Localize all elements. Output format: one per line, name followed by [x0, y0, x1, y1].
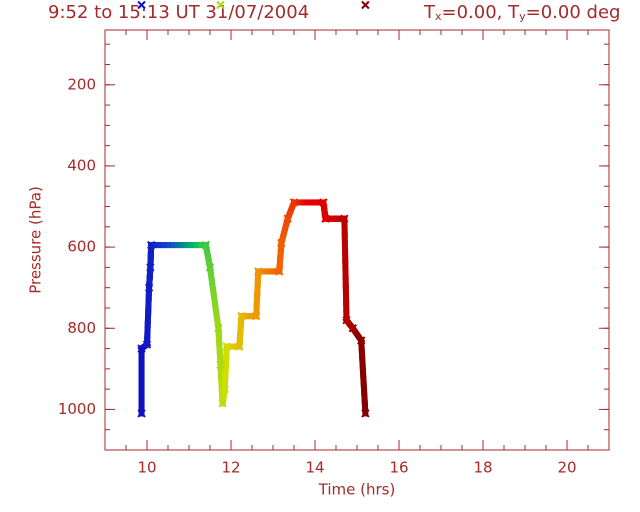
trajectory-point: [142, 340, 152, 349]
trajectory-point: [235, 342, 244, 351]
trajectory-point: [275, 267, 284, 276]
trajectory-point: [342, 315, 351, 325]
y-tick-label: 400: [67, 156, 96, 174]
trajectory-point: [289, 198, 299, 207]
subtitle-symbol: T: [423, 2, 436, 23]
subtitle-subscript: x: [435, 10, 442, 23]
trajectory-point: [146, 240, 156, 250]
y-tick-label: 1000: [58, 400, 96, 418]
y-tick-label: 200: [67, 75, 96, 93]
trajectory-point: [356, 336, 366, 345]
trajectory-point: [283, 214, 292, 223]
y-axis-label: Pressure (hPa): [27, 186, 45, 294]
trajectory-point: [319, 198, 328, 207]
x-tick-label: 20: [557, 459, 576, 477]
x-tick-label: 16: [389, 459, 408, 477]
time-marker: [216, 0, 225, 10]
subtitle-value: =0.00 deg: [526, 2, 621, 23]
trajectory-point: [146, 263, 155, 272]
trajectory-point: [340, 214, 349, 223]
trajectory-point: [251, 311, 261, 321]
trajectory-point: [321, 214, 330, 223]
trajectory-point: [137, 409, 146, 418]
time-marker: [137, 0, 146, 10]
trajectory-point: [254, 267, 263, 276]
trajectory-point: [361, 409, 370, 418]
trajectory-point: [348, 324, 358, 333]
trajectory-point: [201, 240, 211, 250]
time-marker: [361, 0, 370, 10]
chart-title: 9:52 to 15:13 UT 31/07/2004: [48, 2, 309, 23]
plot-frame: [104, 29, 610, 451]
y-tick-label: 600: [67, 238, 96, 256]
trajectory-point: [214, 324, 223, 333]
x-tick-label: 14: [305, 459, 324, 477]
trajectory-point: [277, 238, 286, 248]
x-tick-label: 18: [473, 459, 492, 477]
x-axis-label: Time (hrs): [318, 481, 396, 499]
chart-subtitle: Tx=0.00, Ty=0.00 deg: [423, 2, 620, 23]
trajectory-point: [216, 360, 225, 369]
trajectory-point: [144, 283, 154, 292]
x-tick-label: 12: [221, 459, 240, 477]
trajectory-point: [220, 384, 229, 394]
trajectory-point: [222, 342, 232, 351]
y-tick-label: 800: [67, 319, 96, 337]
trajectory-point: [205, 263, 215, 272]
subtitle-value: =0.00,: [442, 2, 509, 23]
subtitle-symbol: T: [507, 2, 520, 23]
trajectory-point: [237, 311, 246, 321]
x-tick-label: 10: [137, 459, 156, 477]
trajectory-point: [218, 399, 227, 408]
subtitle-subscript: y: [519, 10, 526, 23]
